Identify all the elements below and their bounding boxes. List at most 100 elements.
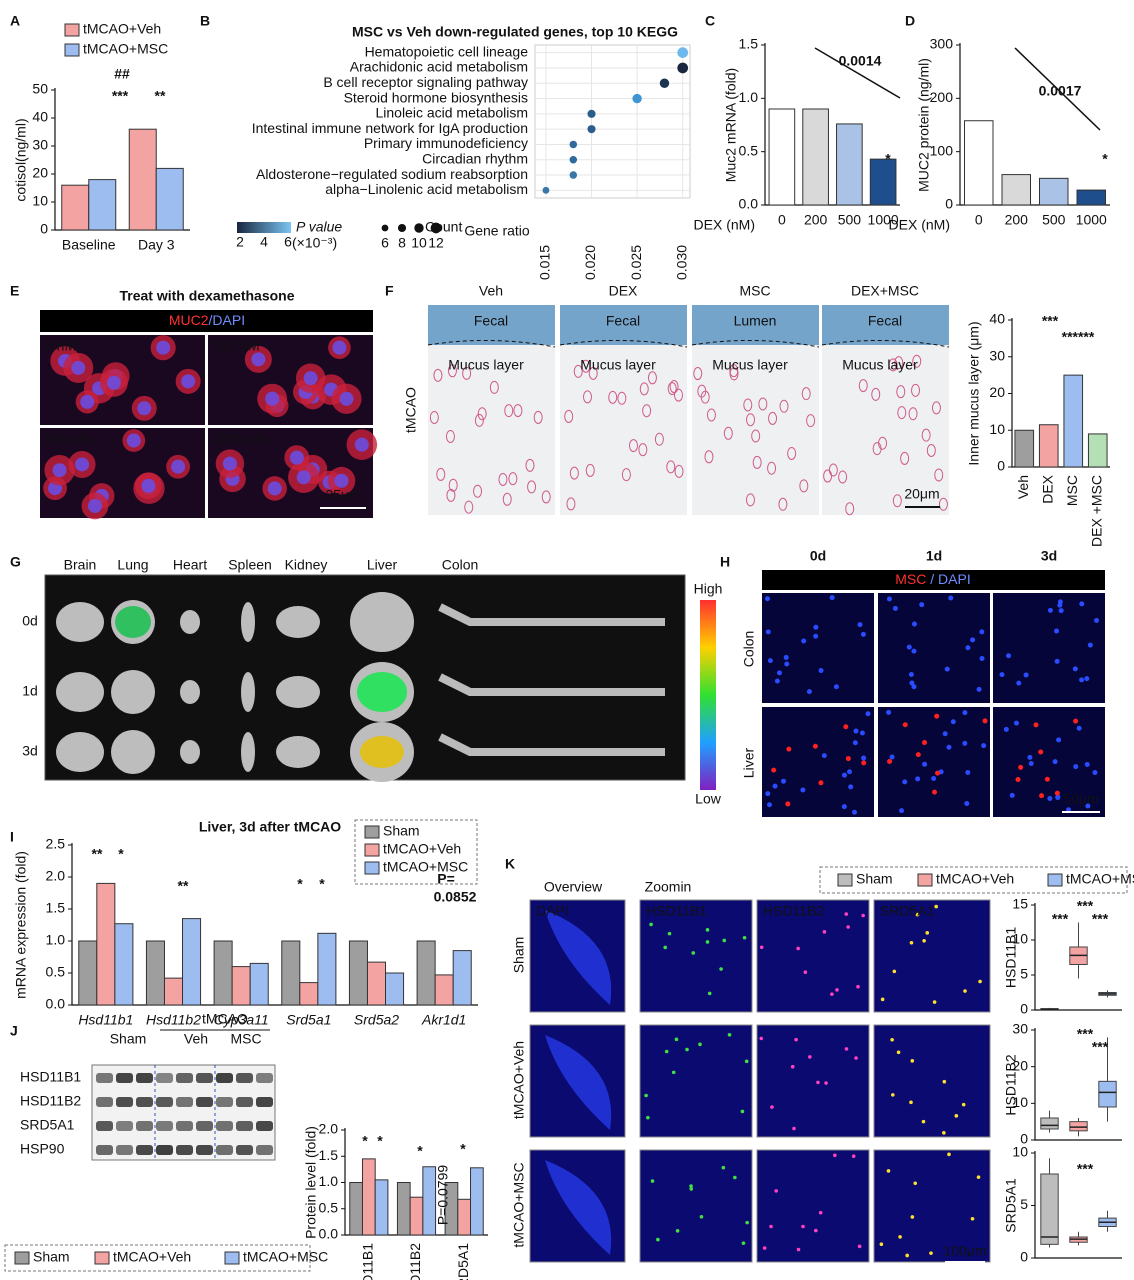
band — [256, 1073, 273, 1083]
x-tick-label: Day 3 — [138, 237, 175, 253]
colorbar — [700, 600, 716, 790]
row-label: 1d — [22, 683, 38, 699]
group-label: MSC — [230, 1031, 261, 1047]
msc-signal — [922, 740, 928, 746]
band — [256, 1121, 273, 1131]
box-body — [1098, 1080, 1117, 1108]
annotation: * — [460, 1141, 466, 1157]
legend-unit: (×10⁻³) — [292, 235, 337, 251]
signal — [762, 1246, 767, 1250]
bar — [802, 108, 829, 206]
mucus-band — [560, 305, 687, 345]
bar — [299, 982, 319, 1006]
y-tick-label: 10 — [1012, 1144, 1028, 1160]
column-label: 0d — [810, 548, 826, 564]
column-label: 3d — [1041, 548, 1057, 564]
msc-signal — [785, 801, 791, 807]
dot — [587, 109, 596, 118]
organ — [241, 732, 255, 772]
legend-swatch — [224, 1251, 240, 1265]
y-tick-label: 0 — [997, 458, 1005, 474]
nucleus — [931, 401, 941, 415]
signal — [801, 1224, 805, 1229]
y-tick-label: 0 — [1020, 1249, 1028, 1265]
nucleus — [894, 356, 904, 370]
nucleus — [473, 484, 483, 498]
nucleus — [581, 359, 591, 373]
nucleus — [667, 382, 677, 396]
image-title: Treat with dexamethasone — [119, 288, 294, 304]
stain-muc2: MUC2 — [169, 312, 209, 328]
nucleus — [767, 658, 773, 664]
nucleus — [859, 730, 865, 736]
x-tick-label: Baseline — [62, 237, 116, 253]
nucleus — [823, 469, 833, 483]
legend-box — [4, 1244, 311, 1272]
signal — [932, 1000, 937, 1004]
nucleus — [1054, 658, 1060, 664]
nucleus — [1058, 608, 1064, 614]
organ-label: Colon — [442, 557, 479, 573]
signal — [707, 991, 712, 996]
msc-signal — [1018, 764, 1024, 770]
y-tick-label: 0.5 — [319, 1199, 339, 1215]
micrograph — [873, 1024, 991, 1138]
y-tick-label: 20 — [989, 384, 1005, 400]
annotation: P=0.0799 — [435, 1165, 451, 1226]
annotation: *** — [1077, 1161, 1094, 1177]
signal — [689, 1184, 693, 1188]
x-tick-label: 0.020 — [582, 245, 598, 280]
signal — [921, 1119, 926, 1124]
signal — [664, 1049, 669, 1054]
nucleus — [1052, 759, 1058, 765]
micrograph — [873, 1149, 991, 1263]
nucleus — [1085, 803, 1091, 809]
mucus-band — [822, 305, 949, 345]
micrograph — [639, 1024, 753, 1138]
signal — [978, 979, 982, 984]
annotation: *** — [1092, 911, 1109, 927]
y-tick-label: 0 — [1020, 1131, 1028, 1147]
nucleus — [911, 684, 917, 690]
y-axis-label: SRD5A1 — [1003, 1178, 1019, 1233]
x-axis-label: DEX (nM) — [889, 217, 950, 233]
signal — [929, 1251, 933, 1255]
signal — [970, 1216, 975, 1221]
group-label: Sham — [110, 1031, 147, 1047]
signal — [774, 1189, 779, 1193]
nucleus — [1072, 666, 1078, 672]
legend-label: 10 — [411, 235, 427, 251]
legend-label: tMCAO+Veh — [936, 871, 1014, 887]
category-label: Steroid hormone biosynthesis — [344, 89, 528, 105]
nucleus — [858, 379, 868, 393]
nucleus — [962, 740, 968, 746]
legend-label: tMCAO+MSC — [383, 859, 468, 875]
nucleus — [981, 743, 987, 749]
annotation: P= — [437, 871, 455, 887]
nucleus — [758, 397, 768, 411]
nucleus — [853, 728, 859, 734]
x-tick-label: Cyp3a11 — [214, 1012, 269, 1028]
signal — [890, 1093, 895, 1097]
y-tick-label: 40 — [989, 311, 1005, 327]
nucleus — [464, 500, 474, 514]
nucleus — [922, 761, 928, 767]
dot — [587, 125, 596, 134]
signal — [942, 1131, 946, 1135]
nucleus — [52, 463, 67, 478]
bar — [88, 179, 117, 231]
band — [176, 1145, 193, 1155]
nucleus — [513, 404, 523, 418]
signal — [816, 1080, 820, 1085]
column-label: Veh — [479, 283, 503, 299]
nucleus — [841, 772, 847, 778]
y-tick-label: 30 — [32, 137, 48, 153]
y-axis-label: cotisol(ng/ml) — [13, 118, 29, 201]
signal — [721, 1165, 726, 1170]
nucleus — [765, 791, 771, 797]
legend-swatch — [364, 825, 380, 839]
micrograph — [762, 707, 874, 817]
signal — [759, 945, 764, 950]
nucleus — [628, 439, 638, 453]
column-label: Zoomin — [645, 879, 692, 895]
